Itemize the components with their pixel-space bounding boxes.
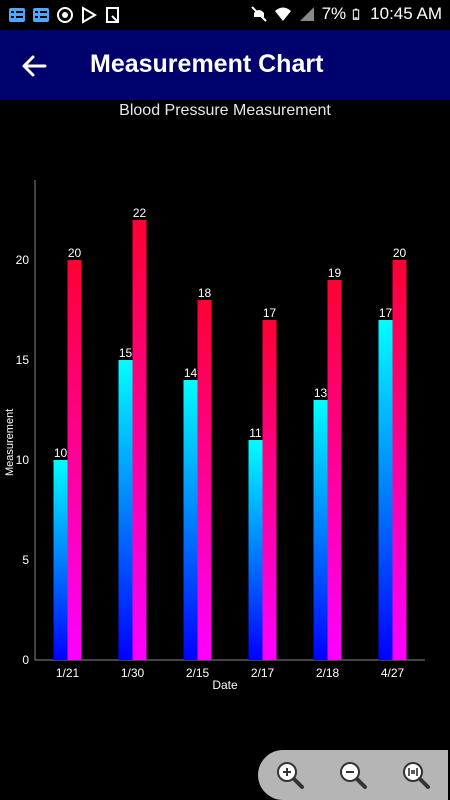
bar-value-label: 17 <box>379 306 393 320</box>
back-button[interactable] <box>18 50 50 82</box>
bar-value-label: 20 <box>393 246 407 260</box>
bar-series2 <box>132 220 147 660</box>
zoom-reset-icon <box>403 762 431 789</box>
mute-icon <box>250 6 267 22</box>
bar-series1 <box>183 380 198 660</box>
bar-value-label: 14 <box>184 366 198 380</box>
status-left-icons <box>8 6 122 24</box>
x-tick-label: 4/27 <box>381 666 405 680</box>
y-tick-label: 5 <box>22 553 29 567</box>
bar-series2 <box>392 260 407 660</box>
zoom-in-icon <box>276 762 304 789</box>
zoom-out-button[interactable] <box>336 758 370 792</box>
x-tick-label: 2/18 <box>316 666 340 680</box>
bar-series1 <box>118 360 133 660</box>
bar-value-label: 18 <box>198 286 212 300</box>
bar-value-label: 22 <box>133 206 147 220</box>
status-bar: 7% 10:45 AM <box>0 0 450 30</box>
chart-title: Blood Pressure Measurement <box>119 102 331 119</box>
app-bar: Measurement Chart <box>0 30 450 100</box>
notification-icon <box>9 8 25 22</box>
arrow-back-icon <box>22 55 47 77</box>
zoom-in-button[interactable] <box>273 758 307 792</box>
bar-value-label: 19 <box>328 266 342 280</box>
x-tick-label: 2/15 <box>186 666 210 680</box>
bar-series2 <box>262 320 277 660</box>
bar-value-label: 11 <box>249 426 262 440</box>
bar-series2 <box>327 280 342 660</box>
x-axis-label: Date <box>212 678 238 692</box>
sync-icon <box>57 7 73 23</box>
zoom-out-icon <box>339 762 367 789</box>
y-tick-label: 20 <box>16 253 30 267</box>
y-tick-label: 15 <box>16 353 30 367</box>
bar-series1 <box>53 460 68 660</box>
bar-value-label: 10 <box>54 446 68 460</box>
signal-icon <box>299 7 314 21</box>
page-title: Measurement Chart <box>90 50 324 78</box>
zoom-controls <box>258 750 448 800</box>
bar-value-label: 15 <box>119 346 133 360</box>
bar-series1 <box>248 440 263 660</box>
bar-series2 <box>67 260 82 660</box>
status-right-icons: 7% 10:45 AM <box>250 4 442 24</box>
play-store-icon <box>82 6 97 24</box>
screenshot-icon <box>106 7 119 23</box>
notification-icon <box>33 8 49 22</box>
zoom-reset-button[interactable] <box>399 758 433 792</box>
y-axis-label: Measurement <box>4 408 16 476</box>
chart-bars: 10 20 15 22 14 18 11 17 13 19 17 20 <box>53 206 407 660</box>
bar-value-label: 13 <box>314 386 328 400</box>
bar-value-label: 17 <box>263 306 277 320</box>
bar-value-label: 20 <box>68 246 82 260</box>
battery-percent: 7% <box>321 4 347 23</box>
bar-chart: 0 5 10 15 20 1/21 1/30 2/15 2/17 2/18 4/27 10 20 15 2… <box>16 180 425 680</box>
bar-series1 <box>313 400 328 660</box>
bar-series1 <box>378 320 393 660</box>
status-time: 10:45 AM <box>370 4 442 23</box>
battery-icon <box>353 8 360 20</box>
wifi-icon <box>274 7 291 21</box>
bar-series2 <box>197 300 212 660</box>
x-tick-label: 2/17 <box>251 666 275 680</box>
y-tick-label: 0 <box>22 653 29 667</box>
chart-axes: 0 5 10 15 20 1/21 1/30 2/15 2/17 2/18 4/27 <box>16 180 425 680</box>
x-tick-label: 1/30 <box>121 666 145 680</box>
x-tick-label: 1/21 <box>56 666 80 680</box>
y-tick-label: 10 <box>16 453 30 467</box>
